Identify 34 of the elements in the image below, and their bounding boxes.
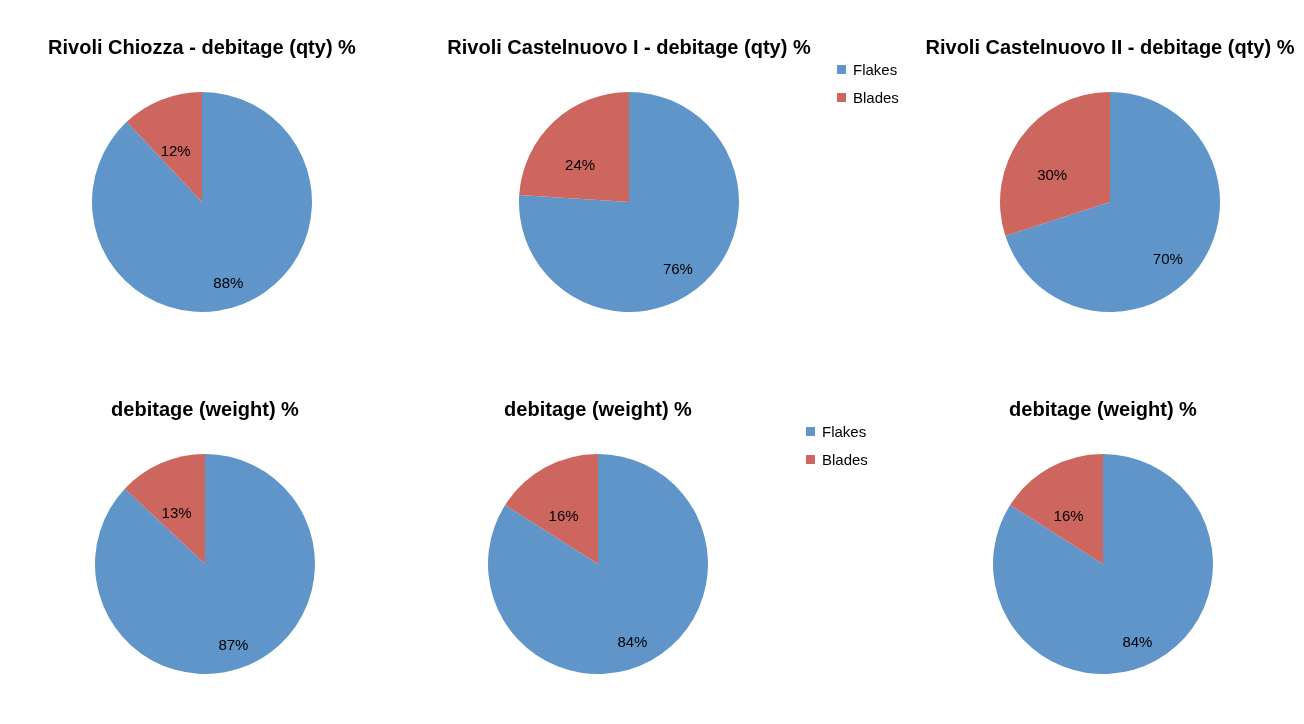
data-label: 87% <box>218 635 249 653</box>
pie-slice <box>1000 92 1110 236</box>
chart-title: debitage (weight) % <box>504 398 693 420</box>
pie-slice <box>519 92 629 202</box>
chart-title: Rivoli Castelnuovo I - debitage (qty) % <box>447 36 811 58</box>
data-label: 76% <box>662 260 693 278</box>
data-label: 30% <box>1037 165 1068 183</box>
pie-slice <box>1005 92 1220 312</box>
pie-slice <box>1010 454 1103 564</box>
data-label: 70% <box>1152 250 1183 268</box>
data-label: 13% <box>161 504 192 522</box>
legend-label: Flakes <box>853 60 898 78</box>
pie-slice <box>519 92 739 312</box>
legend-label: Flakes <box>822 422 867 440</box>
pie-slice <box>126 92 202 202</box>
chart-title: Rivoli Chiozza - debitage (qty) % <box>48 36 357 58</box>
pie-slice <box>993 454 1213 674</box>
data-label: 16% <box>1053 507 1084 525</box>
legend-label: Blades <box>822 450 868 468</box>
chart-title: debitage (weight) % <box>1009 398 1198 420</box>
chart-title: debitage (weight) % <box>111 398 300 420</box>
pie-slice <box>124 454 205 564</box>
pie-slice <box>95 454 315 674</box>
pie-slice <box>505 454 598 564</box>
legend-label: Blades <box>853 88 899 106</box>
pie-slice <box>488 454 708 674</box>
data-label: 84% <box>617 632 648 650</box>
data-label: 88% <box>213 274 244 292</box>
chart-title: Rivoli Castelnuovo II - debitage (qty) % <box>925 36 1295 58</box>
pie-slice <box>92 92 312 312</box>
data-label: 84% <box>1122 632 1153 650</box>
data-label: 24% <box>565 155 596 173</box>
data-label: 12% <box>160 141 191 159</box>
data-label: 16% <box>548 507 579 525</box>
